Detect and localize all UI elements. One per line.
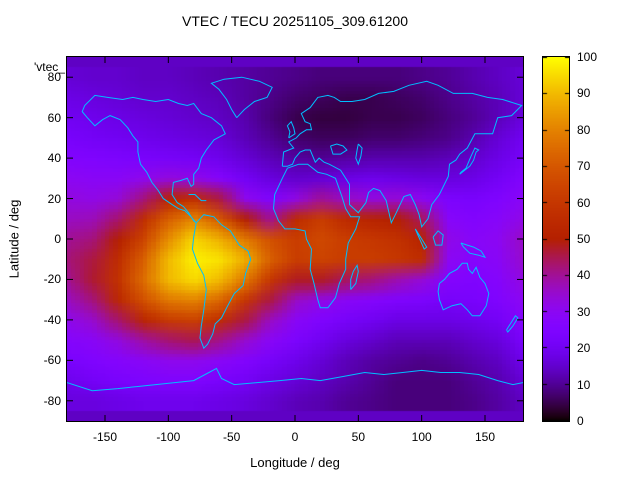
x-tick-label: 0 — [291, 430, 299, 444]
y-tick-label: 60 — [47, 110, 61, 125]
y-tick-label: -80 — [43, 393, 61, 408]
colorbar-tick-label: 90 — [577, 86, 591, 101]
x-tick-label: 50 — [351, 430, 365, 444]
colorbar-tick-label: 100 — [577, 50, 598, 64]
colorbar-tick-label: 40 — [577, 268, 591, 283]
coastline-path — [210, 76, 273, 119]
coastline-path — [432, 230, 444, 246]
y-tick-label: -40 — [43, 312, 61, 327]
plot-area — [66, 56, 524, 422]
coastline-path — [188, 194, 207, 202]
coastline-path — [350, 263, 359, 290]
coastline-path — [459, 147, 480, 175]
coastline-path — [67, 367, 523, 392]
x-tick-label: -100 — [156, 430, 181, 444]
colorbar-tick-label: 0 — [577, 414, 584, 428]
colorbar-tick-label: 70 — [577, 159, 591, 174]
y-tick-label: -20 — [43, 272, 61, 287]
heatmap-canvas — [67, 57, 523, 421]
y-tick-label: 0 — [54, 232, 61, 246]
coastline-overlay — [67, 76, 523, 392]
chart-title: VTEC / TECU 20251105_309.61200 — [182, 13, 408, 29]
colorbar-tick-label: 10 — [577, 377, 591, 392]
coastline-path — [272, 163, 361, 309]
coastline-path — [286, 120, 296, 139]
y-tick-label: 40 — [47, 151, 61, 166]
coastline-path — [81, 94, 226, 224]
coastline-path — [437, 262, 490, 317]
coastline-path — [191, 214, 252, 350]
x-axis-label: Longitude / deg — [250, 455, 340, 470]
coastline-path — [460, 242, 487, 259]
y-tick-label: -60 — [43, 353, 61, 368]
x-tick-label: 150 — [474, 430, 496, 444]
colorbar-canvas — [543, 57, 569, 421]
colorbar-tick-label: 30 — [577, 304, 591, 319]
x-tick-label: -50 — [222, 430, 241, 444]
colorbar-tick-label: 80 — [577, 122, 591, 137]
y-tick-label: 20 — [47, 191, 61, 206]
y-tick-label: 80 — [47, 70, 61, 85]
coastline-path — [355, 143, 363, 166]
tick-marks-layer — [67, 57, 523, 421]
key-label: 'vtec_ — [34, 60, 65, 74]
colorbar-tick-label: 20 — [577, 341, 591, 356]
x-tick-label: -150 — [92, 430, 118, 444]
x-tick-label: 100 — [411, 430, 432, 444]
coastline-path — [330, 143, 348, 155]
coastline-path — [506, 315, 519, 333]
coastline-path — [414, 228, 428, 250]
colorbar — [542, 56, 570, 422]
colorbar-tick-label: 60 — [577, 195, 591, 210]
coastline-path — [281, 80, 523, 229]
colorbar-tick-label: 50 — [577, 232, 591, 246]
